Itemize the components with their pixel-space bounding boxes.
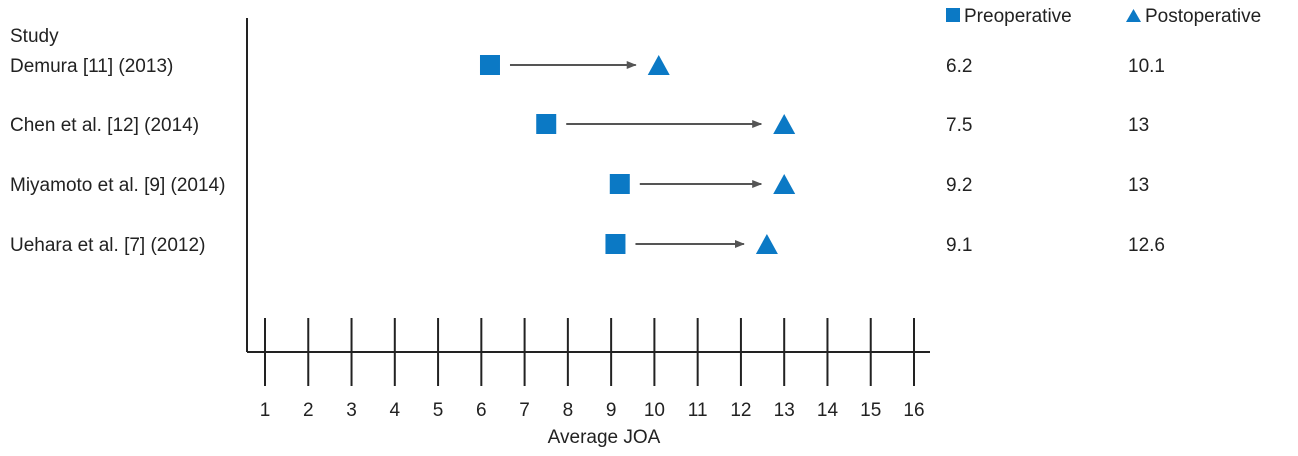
preoperative-marker [609,174,630,194]
study-column-header: Study [10,26,59,47]
preoperative-value: 9.1 [946,235,972,256]
legend-preoperative-marker [946,8,960,22]
x-tick-label-2: 2 [303,400,314,421]
study-row: Miyamoto et al. [9] (2014) 9.2 13 [10,174,1149,196]
study-row: Uehara et al. [7] (2012) 9.1 12.6 [10,234,1165,256]
preoperative-value: 9.2 [946,175,972,196]
postoperative-marker [773,174,796,194]
x-tick-label-13: 13 [774,400,795,421]
legend-postoperative-label: Postoperative [1145,6,1261,27]
x-tick-label-4: 4 [390,400,401,421]
x-tick-label-9: 9 [606,400,617,421]
preoperative-value: 7.5 [946,115,972,136]
study-rows: Demura [11] (2013) 6.2 10.1 Chen et al. [12… [10,55,1165,256]
study-row: Demura [11] (2013) 6.2 10.1 [10,55,1165,77]
x-tick-label-16: 16 [903,400,924,421]
postoperative-marker [755,234,778,254]
x-tick-label-5: 5 [433,400,444,421]
preoperative-marker [479,55,500,75]
postoperative-value: 13 [1128,175,1149,196]
x-tick-label-14: 14 [817,400,839,421]
preoperative-marker [536,114,557,134]
study-label: Demura [11] (2013) [10,56,173,77]
x-tick-label-12: 12 [730,400,751,421]
study-row: Chen et al. [12] (2014) 7.5 13 [10,114,1149,136]
x-tick-label-8: 8 [563,400,574,421]
study-label: Chen et al. [12] (2014) [10,115,199,136]
preoperative-marker [605,234,626,254]
study-label: Uehara et al. [7] (2012) [10,235,205,256]
x-axis-ticks: 1 2 3 4 5 6 7 8 9 10 11 12 13 14 15 16 [260,318,925,421]
postoperative-marker [773,114,796,134]
legend-preoperative-label: Preoperative [964,6,1072,27]
x-tick-label-15: 15 [860,400,881,421]
postoperative-value: 10.1 [1128,56,1165,77]
legend-postoperative-marker [1126,9,1141,22]
postoperative-value: 12.6 [1128,235,1165,256]
x-tick-label-10: 10 [644,400,665,421]
x-tick-label-6: 6 [476,400,487,421]
study-label: Miyamoto et al. [9] (2014) [10,175,225,196]
x-axis-title: Average JOA [548,427,661,448]
postoperative-value: 13 [1128,115,1149,136]
legend: Preoperative Postoperative [946,6,1261,27]
x-tick-label-3: 3 [346,400,357,421]
x-tick-label-1: 1 [260,400,271,421]
x-tick-label-11: 11 [688,400,708,421]
postoperative-marker [647,55,670,75]
preoperative-value: 6.2 [946,56,972,77]
x-tick-label-7: 7 [519,400,530,421]
